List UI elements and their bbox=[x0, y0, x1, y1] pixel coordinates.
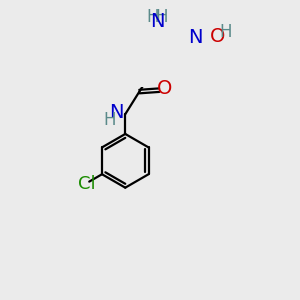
Text: N: N bbox=[150, 12, 164, 31]
Text: Cl: Cl bbox=[78, 175, 95, 193]
Text: H: H bbox=[219, 23, 232, 41]
Text: O: O bbox=[209, 27, 225, 46]
Text: H: H bbox=[147, 8, 159, 26]
Text: H: H bbox=[156, 8, 168, 26]
Text: H: H bbox=[103, 111, 116, 129]
Text: N: N bbox=[110, 103, 124, 122]
Text: N: N bbox=[188, 28, 202, 47]
Text: O: O bbox=[157, 79, 172, 98]
